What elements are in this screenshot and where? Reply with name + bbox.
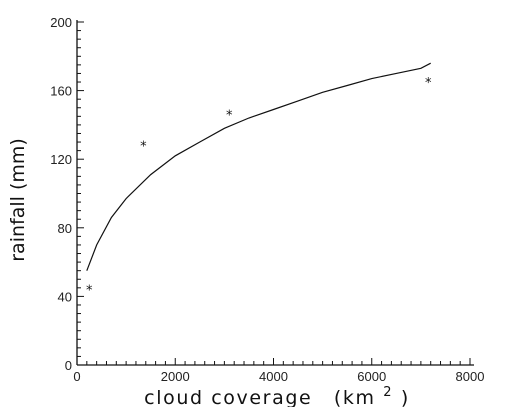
y-tick-label: 160 <box>50 84 72 99</box>
x-tick-label: 4000 <box>259 369 288 384</box>
y-tick-label: 120 <box>50 152 72 167</box>
fit-curve <box>86 62 431 271</box>
x-axis-title-unit-sup: 2 <box>383 385 393 400</box>
y-axis-title: rainfall (mm) <box>7 138 29 262</box>
x-tick-label: 8000 <box>456 369 485 384</box>
data-point: * <box>425 76 432 91</box>
x-axis-title-main: cloud coverage <box>144 387 312 407</box>
y-tick-label: 0 <box>65 358 72 373</box>
x-axis-title: cloud coverage (km 2 ) <box>144 379 410 407</box>
data-point: * <box>226 109 233 124</box>
data-point: * <box>86 284 93 299</box>
x-axis-title-unit-close: ) <box>401 387 410 407</box>
data-point: * <box>140 139 147 154</box>
y-tick-label: 200 <box>50 15 72 30</box>
y-tick-label: 40 <box>58 289 72 304</box>
x-tick-label: 6000 <box>357 369 386 384</box>
y-tick-label: 80 <box>58 221 72 236</box>
x-axis-title-unit-open: (km <box>334 387 376 407</box>
x-tick-label: 2000 <box>161 369 190 384</box>
x-tick-label: 0 <box>73 369 80 384</box>
